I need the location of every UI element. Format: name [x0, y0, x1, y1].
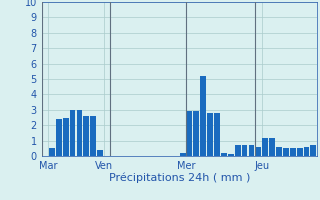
Bar: [249, 145, 254, 156]
Bar: [283, 148, 289, 156]
Bar: [269, 138, 275, 156]
Bar: [180, 153, 186, 156]
Bar: [214, 113, 220, 156]
Bar: [304, 147, 309, 156]
Bar: [194, 111, 199, 156]
Bar: [63, 117, 68, 156]
Bar: [242, 145, 247, 156]
X-axis label: Précipitations 24h ( mm ): Précipitations 24h ( mm ): [108, 172, 250, 183]
Bar: [228, 154, 234, 156]
Bar: [276, 147, 282, 156]
Bar: [56, 119, 62, 156]
Bar: [262, 138, 268, 156]
Bar: [221, 153, 227, 156]
Bar: [207, 113, 213, 156]
Bar: [310, 145, 316, 156]
Bar: [70, 110, 76, 156]
Bar: [84, 116, 89, 156]
Bar: [90, 116, 96, 156]
Bar: [49, 148, 55, 156]
Bar: [187, 111, 192, 156]
Bar: [97, 150, 103, 156]
Bar: [235, 145, 241, 156]
Bar: [76, 110, 82, 156]
Bar: [290, 148, 296, 156]
Bar: [255, 147, 261, 156]
Bar: [297, 148, 302, 156]
Bar: [200, 76, 206, 156]
